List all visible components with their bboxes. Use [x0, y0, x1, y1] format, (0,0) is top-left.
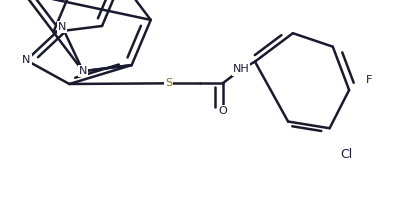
Text: N: N [79, 66, 87, 76]
Text: NH: NH [233, 64, 249, 74]
Text: Cl: Cl [340, 148, 352, 161]
Text: O: O [218, 106, 227, 116]
Text: F: F [366, 75, 373, 85]
Text: N: N [22, 55, 31, 65]
Text: S: S [165, 78, 172, 88]
Text: N: N [58, 22, 66, 32]
